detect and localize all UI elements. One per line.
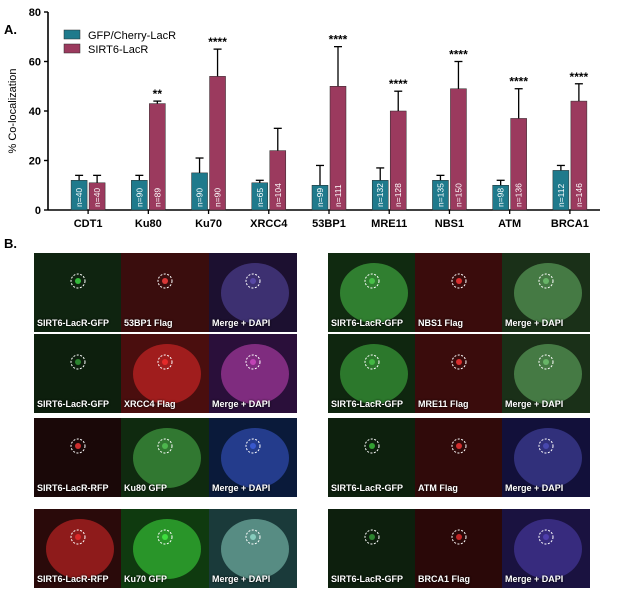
significance-marker: **** bbox=[208, 35, 227, 49]
bar-n-label: n=98 bbox=[496, 188, 506, 207]
micrograph-label: Merge + DAPI bbox=[212, 574, 271, 584]
micrograph-tile: Merge + DAPI bbox=[209, 509, 297, 588]
y-tick-label: 40 bbox=[29, 106, 41, 118]
bar-n-label: n=136 bbox=[514, 183, 524, 207]
micrograph-tile: Merge + DAPI bbox=[209, 418, 297, 497]
micrograph-tile: Merge + DAPI bbox=[502, 509, 590, 588]
micrograph-label: XRCC4 Flag bbox=[124, 399, 176, 409]
bar-n-label: n=90 bbox=[134, 188, 144, 207]
x-tick-label: MRE11 bbox=[371, 218, 407, 230]
micrograph-label: SIRT6-LacR-GFP bbox=[37, 399, 110, 409]
micrograph-tile: SIRT6-LacR-GFP bbox=[34, 253, 122, 332]
micrograph-tile: MRE11 Flag bbox=[415, 334, 503, 413]
micrograph-tile: SIRT6-LacR-RFP bbox=[34, 509, 122, 588]
micrograph-tile: SIRT6-LacR-RFP bbox=[34, 418, 122, 497]
micrograph-tile: Merge + DAPI bbox=[502, 334, 590, 413]
micrograph-label: Merge + DAPI bbox=[505, 399, 564, 409]
micrograph-tile: SIRT6-LacR-GFP bbox=[328, 509, 416, 588]
micrograph-tile: SIRT6-LacR-GFP bbox=[34, 334, 122, 413]
micrograph-label: Ku70 GFP bbox=[124, 574, 168, 584]
micrograph-tile: SIRT6-LacR-GFP bbox=[328, 253, 416, 332]
x-tick-label: CDT1 bbox=[74, 218, 103, 230]
micrograph-label: SIRT6-LacR-GFP bbox=[331, 483, 404, 493]
micrograph-label: Merge + DAPI bbox=[212, 399, 271, 409]
micrograph-label: SIRT6-LacR-RFP bbox=[37, 483, 109, 493]
bar-n-label: n=150 bbox=[453, 183, 463, 207]
bar-n-label: n=99 bbox=[315, 188, 325, 207]
x-tick-label: XRCC4 bbox=[250, 218, 288, 230]
bar-n-label: n=90 bbox=[213, 188, 223, 207]
micrograph-tile: 53BP1 Flag bbox=[121, 253, 209, 332]
legend-swatch bbox=[63, 43, 81, 54]
bar-n-label: n=111 bbox=[333, 184, 343, 207]
micrograph-tile: NBS1 Flag bbox=[415, 253, 503, 332]
micrograph-label: Ku80 GFP bbox=[124, 483, 168, 493]
micrograph-label: Merge + DAPI bbox=[505, 574, 564, 584]
y-tick-label: 80 bbox=[29, 7, 41, 19]
micrograph-tile: SIRT6-LacR-GFP bbox=[328, 418, 416, 497]
bar-n-label: n=112 bbox=[556, 183, 566, 207]
panel-a-label: A. bbox=[4, 22, 17, 37]
y-tick-label: 60 bbox=[29, 57, 41, 69]
micrograph-tile: Ku70 GFP bbox=[121, 509, 209, 588]
significance-marker: ** bbox=[153, 87, 163, 101]
micrograph-label: 53BP1 Flag bbox=[124, 318, 173, 328]
significance-marker: **** bbox=[570, 70, 589, 84]
legend-entry-label: GFP/Cherry-LacR bbox=[88, 30, 176, 42]
panel-b-label: B. bbox=[4, 236, 17, 251]
x-tick-label: 53BP1 bbox=[312, 218, 346, 230]
significance-marker: **** bbox=[389, 77, 408, 91]
micrograph-tile: BRCA1 Flag bbox=[415, 509, 503, 588]
bar-n-label: n=40 bbox=[74, 188, 84, 207]
micrograph-label: MRE11 Flag bbox=[418, 399, 469, 409]
micrograph-tile: Merge + DAPI bbox=[209, 334, 297, 413]
micrograph-label: SIRT6-LacR-GFP bbox=[331, 399, 404, 409]
significance-marker: **** bbox=[449, 48, 468, 62]
bar-n-label: n=128 bbox=[393, 183, 403, 207]
micrograph-label: SIRT6-LacR-RFP bbox=[37, 574, 109, 584]
bar-n-label: n=104 bbox=[273, 183, 283, 207]
micrograph-tile: SIRT6-LacR-GFP bbox=[328, 334, 416, 413]
micrograph-tile: XRCC4 Flag bbox=[121, 334, 209, 413]
legend-entry-label: SIRT6-LacR bbox=[88, 44, 148, 56]
micrograph-label: Merge + DAPI bbox=[212, 483, 271, 493]
bar-n-label: n=89 bbox=[152, 188, 162, 207]
micrograph-label: ATM Flag bbox=[418, 483, 458, 493]
colocalization-bar-chart: 0 20 40 60 80 % Co-localization n=40 n=40 CDT1 n=… bbox=[7, 7, 600, 230]
micrograph-tile: Merge + DAPI bbox=[209, 253, 297, 332]
micrograph-label: SIRT6-LacR-GFP bbox=[37, 318, 110, 328]
micrograph-label: NBS1 Flag bbox=[418, 318, 464, 328]
x-tick-label: BRCA1 bbox=[551, 218, 589, 230]
micrograph-label: BRCA1 Flag bbox=[418, 574, 471, 584]
bar-n-label: n=132 bbox=[375, 183, 385, 207]
micrograph-tile: ATM Flag bbox=[415, 418, 503, 497]
legend-swatch bbox=[63, 29, 81, 40]
x-tick-label: ATM bbox=[498, 218, 521, 230]
x-tick-label: Ku80 bbox=[135, 218, 162, 230]
bar-n-label: n=90 bbox=[195, 188, 205, 207]
micrograph-tile: Merge + DAPI bbox=[502, 418, 590, 497]
micrograph-label: SIRT6-LacR-GFP bbox=[331, 318, 404, 328]
micrograph-tile: Merge + DAPI bbox=[502, 253, 590, 332]
micrograph-label: Merge + DAPI bbox=[505, 483, 564, 493]
micrograph-tile: Ku80 GFP bbox=[121, 418, 209, 497]
micrograph-label: Merge + DAPI bbox=[212, 318, 271, 328]
x-tick-label: Ku70 bbox=[195, 218, 222, 230]
y-tick-label: 0 bbox=[35, 205, 41, 217]
bar-n-label: n=65 bbox=[255, 188, 265, 207]
significance-marker: **** bbox=[509, 75, 528, 89]
bar-n-label: n=135 bbox=[435, 183, 445, 207]
micrograph-label: Merge + DAPI bbox=[505, 318, 564, 328]
bar-n-label: n=40 bbox=[92, 188, 102, 207]
y-axis-label: % Co-localization bbox=[7, 69, 19, 154]
micrograph-label: SIRT6-LacR-GFP bbox=[331, 574, 404, 584]
x-tick-label: NBS1 bbox=[435, 218, 464, 230]
significance-marker: **** bbox=[329, 33, 348, 47]
bar-n-label: n=146 bbox=[574, 183, 584, 207]
y-tick-label: 20 bbox=[29, 156, 41, 168]
